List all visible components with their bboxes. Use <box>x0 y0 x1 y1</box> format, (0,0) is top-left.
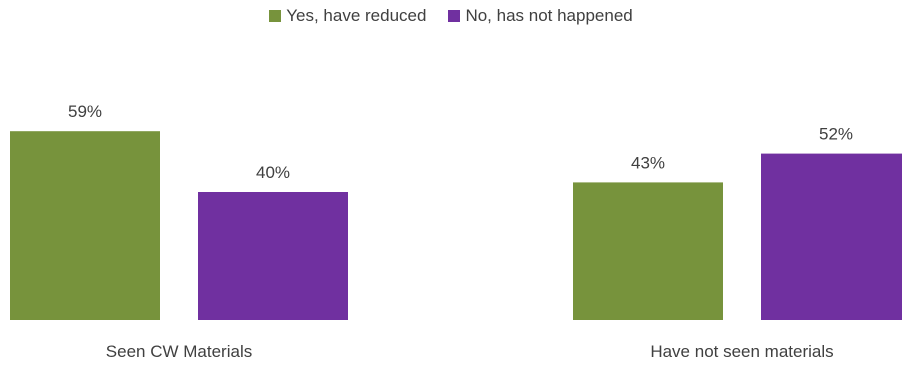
category-label-1: Have not seen materials <box>650 342 833 361</box>
data-label-yes-1: 43% <box>631 153 665 172</box>
data-label-no-0: 40% <box>256 163 290 182</box>
legend-item-yes: Yes, have reduced <box>269 6 426 26</box>
legend-label-no: No, has not happened <box>465 6 633 25</box>
data-label-no-1: 52% <box>819 125 853 144</box>
bar-yes-0 <box>10 131 160 320</box>
legend-item-no: No, has not happened <box>448 6 633 26</box>
legend: Yes, have reduced No, has not happened <box>0 6 902 26</box>
bar-no-1 <box>761 153 902 320</box>
bar-no-0 <box>198 192 348 320</box>
category-label-0: Seen CW Materials <box>106 342 252 361</box>
bar-yes-1 <box>573 182 723 320</box>
legend-swatch-no <box>448 10 461 22</box>
legend-swatch-yes <box>269 10 282 22</box>
legend-label-yes: Yes, have reduced <box>286 6 427 25</box>
data-label-yes-0: 59% <box>68 102 102 121</box>
